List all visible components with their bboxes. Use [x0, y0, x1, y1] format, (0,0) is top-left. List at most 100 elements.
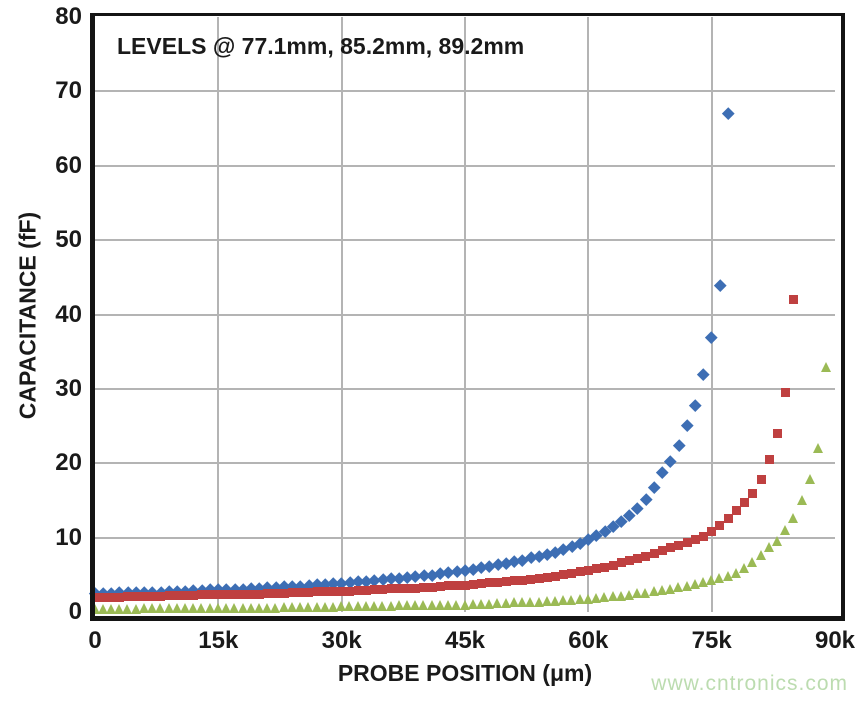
data-point-square [600, 562, 610, 572]
data-point-triangle [607, 591, 618, 602]
data-point-square [172, 591, 182, 601]
data-point-triangle [549, 595, 560, 606]
data-point-square [756, 475, 766, 485]
gridline-horizontal [95, 239, 835, 242]
data-point-square [98, 592, 108, 602]
data-point-triangle [796, 495, 807, 506]
data-point-triangle [558, 595, 569, 606]
gridline-horizontal [95, 90, 835, 93]
data-point-square [180, 591, 190, 601]
data-point-diamond [656, 466, 669, 479]
data-point-triangle [270, 602, 281, 613]
data-point-triangle [591, 592, 602, 603]
data-point-square [781, 388, 791, 398]
data-point-square [501, 577, 511, 586]
data-point-triangle [459, 599, 470, 610]
data-point-triangle [813, 443, 824, 454]
data-point-square [698, 531, 708, 541]
data-point-square [337, 586, 347, 596]
data-point-triangle [574, 594, 585, 605]
data-point-triangle [763, 542, 774, 553]
data-point-square [559, 570, 569, 580]
data-point-square [682, 537, 692, 547]
data-point-triangle [771, 535, 782, 546]
data-point-diamond [713, 278, 726, 291]
data-point-triangle [689, 578, 700, 589]
data-point-square [583, 565, 593, 575]
data-point-square [575, 567, 585, 577]
x-axis-tick-label: 0 [88, 627, 102, 654]
data-point-square [156, 591, 166, 601]
data-point-diamond [705, 330, 718, 343]
data-point-square [246, 589, 256, 599]
data-point-diamond [722, 107, 735, 120]
data-point-square [567, 568, 577, 578]
data-point-triangle [722, 570, 733, 581]
data-point-triangle [780, 525, 791, 536]
data-point-square [361, 585, 371, 595]
data-point-triangle [566, 595, 577, 606]
y-axis-tick-label: 50 [55, 226, 82, 254]
data-point-triangle [681, 580, 692, 591]
data-point-triangle [656, 585, 667, 596]
data-point-triangle [369, 601, 380, 612]
data-point-triangle [599, 592, 610, 603]
data-point-triangle [245, 602, 256, 613]
data-point-triangle [295, 601, 306, 612]
data-point-triangle [665, 583, 676, 594]
data-point-square [139, 591, 149, 601]
data-point-square [444, 581, 454, 591]
data-point-triangle [492, 598, 503, 609]
y-axis-tick-label: 20 [55, 449, 82, 477]
y-axis-tick-label: 40 [55, 300, 82, 328]
data-point-triangle [500, 598, 511, 609]
x-axis-tick-label: 45k [444, 627, 486, 654]
data-point-square [534, 574, 544, 584]
data-point-triangle [508, 597, 519, 608]
data-point-triangle [377, 601, 388, 612]
data-point-square [378, 585, 388, 595]
data-point-square [789, 295, 799, 305]
data-point-square [164, 591, 174, 601]
data-point-square [592, 564, 602, 574]
data-point-square [657, 545, 667, 555]
data-point-square [633, 553, 643, 563]
data-point-square [518, 575, 528, 585]
data-point-triangle [163, 603, 174, 614]
data-point-square [304, 588, 314, 598]
data-point-triangle [171, 603, 182, 614]
data-point-triangle [122, 604, 133, 615]
data-point-square [394, 584, 404, 594]
data-point-triangle [697, 577, 708, 588]
data-point-square [427, 582, 437, 592]
data-point-square [131, 591, 141, 601]
data-point-square [263, 588, 273, 598]
data-point-triangle [434, 599, 445, 610]
data-point-square [189, 591, 199, 601]
data-point-triangle [262, 602, 273, 613]
data-point-triangle [401, 600, 412, 611]
y-axis-tick-label: 70 [55, 77, 82, 105]
data-point-triangle [714, 572, 725, 583]
data-point-square [624, 556, 634, 566]
y-axis-tick-label: 30 [55, 374, 82, 402]
data-point-triangle [821, 361, 832, 372]
data-point-triangle [360, 601, 371, 612]
data-point-triangle [327, 601, 338, 612]
data-point-square [452, 581, 462, 591]
y-axis-tick-label: 60 [55, 151, 82, 179]
y-axis-tick-label: 0 [68, 598, 82, 625]
x-axis-tick-label: 60k [568, 627, 609, 654]
data-point-triangle [804, 473, 815, 484]
data-point-triangle [188, 603, 199, 614]
data-point-triangle [517, 597, 528, 608]
data-point-triangle [615, 590, 626, 601]
gridline-horizontal [95, 313, 835, 316]
data-point-square [238, 589, 248, 599]
data-point-square [690, 534, 700, 544]
data-point-triangle [278, 601, 289, 612]
data-point-square [715, 521, 725, 531]
data-point-triangle [130, 604, 141, 615]
gridline-horizontal [95, 164, 835, 167]
data-point-square [608, 560, 618, 570]
